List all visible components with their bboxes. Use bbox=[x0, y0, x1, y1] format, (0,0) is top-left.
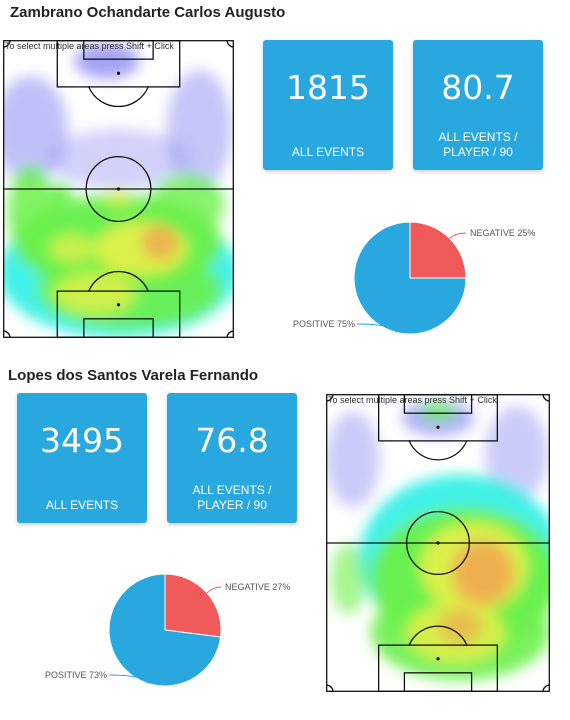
heat-blob bbox=[49, 183, 73, 207]
bottom-goal-area bbox=[83, 318, 154, 338]
events-per90-value: 76.8 bbox=[195, 421, 269, 460]
all-events-value: 1815 bbox=[286, 68, 370, 107]
selection-hint: To select multiple areas press Shift + C… bbox=[328, 395, 497, 405]
corner-arc bbox=[3, 330, 11, 338]
top-goal-area bbox=[83, 40, 154, 60]
pie-slice-negative bbox=[164, 573, 222, 638]
heatmap-pitch[interactable]: To select multiple areas press Shift + C… bbox=[3, 40, 234, 338]
center-spot bbox=[436, 541, 440, 545]
bottom-penalty-spot bbox=[116, 303, 121, 307]
top-goal-area bbox=[403, 394, 473, 414]
top-penalty-spot bbox=[436, 425, 440, 429]
corner-arc bbox=[326, 684, 334, 692]
top-penalty-spot bbox=[116, 71, 121, 75]
heat-blob bbox=[104, 189, 133, 207]
all-events-tile: 1815 ALL EVENTS bbox=[263, 40, 393, 170]
pie-slice-negative bbox=[409, 221, 467, 279]
player-name: Zambrano Ochandarte Carlos Augusto bbox=[10, 4, 286, 21]
heat-blob bbox=[451, 540, 515, 606]
heat-blob bbox=[141, 224, 179, 261]
pie-label-positive: POSITIVE 75% bbox=[293, 319, 355, 329]
top-penalty-arc bbox=[408, 439, 468, 461]
events-per90-label-line2: PLAYER / 90 bbox=[197, 498, 267, 512]
events-per90-tile: 76.8 ALL EVENTS / PLAYER / 90 bbox=[167, 393, 297, 523]
heat-blob bbox=[326, 411, 380, 508]
corner-arc bbox=[226, 330, 234, 338]
outcome-pie-chart: NEGATIVE 27% POSITIVE 73% bbox=[35, 568, 305, 693]
events-per90-label: ALL EVENTS / PLAYER / 90 bbox=[413, 130, 543, 160]
events-per90-label-line1: ALL EVENTS / bbox=[192, 483, 272, 497]
heatmap-layer bbox=[3, 42, 234, 338]
pie-slice-positive bbox=[353, 221, 467, 335]
heat-blob bbox=[74, 42, 140, 79]
bottom-goal-area bbox=[403, 672, 473, 692]
outcome-pie-svg: NEGATIVE 27% POSITIVE 73% bbox=[45, 573, 290, 687]
heat-blob bbox=[485, 405, 548, 502]
all-events-label: ALL EVENTS bbox=[291, 145, 365, 159]
bottom-penalty-arc bbox=[408, 625, 468, 647]
pie-connector-negative bbox=[449, 232, 467, 239]
corner-arc bbox=[226, 40, 234, 48]
heat-blob bbox=[49, 233, 96, 264]
center-circle bbox=[405, 510, 471, 576]
events-per90-value: 80.7 bbox=[441, 68, 515, 107]
bottom-penalty-arc bbox=[87, 270, 150, 293]
center-spot bbox=[116, 187, 121, 191]
events-per90-label: ALL EVENTS / PLAYER / 90 bbox=[167, 483, 297, 513]
all-events-label: ALL EVENTS bbox=[45, 498, 119, 512]
heat-blob bbox=[330, 543, 367, 615]
pie-slice-positive bbox=[108, 573, 222, 687]
events-per90-tile: 80.7 ALL EVENTS / PLAYER / 90 bbox=[413, 40, 543, 170]
all-events-tile: 3495 ALL EVENTS bbox=[17, 393, 147, 523]
pie-label-negative: NEGATIVE 25% bbox=[470, 228, 535, 238]
heat-blob bbox=[420, 402, 456, 421]
pie-connector-negative bbox=[206, 586, 222, 594]
heat-blob bbox=[53, 272, 137, 315]
events-per90-label-line1: ALL EVENTS / bbox=[438, 130, 518, 144]
pie-label-negative: NEGATIVE 27% bbox=[225, 582, 290, 592]
top-penalty-arc bbox=[87, 85, 150, 108]
events-per90-label-line2: PLAYER / 90 bbox=[443, 145, 513, 159]
selection-hint: To select multiple areas press Shift + C… bbox=[5, 41, 174, 51]
corner-arc bbox=[542, 394, 550, 402]
heat-blob bbox=[7, 165, 54, 261]
player-name: Lopes dos Santos Varela Fernando bbox=[8, 367, 259, 384]
all-events-value: 3495 bbox=[40, 421, 124, 460]
center-circle bbox=[85, 156, 152, 222]
outcome-pie-chart: NEGATIVE 25% POSITIVE 75% bbox=[280, 215, 550, 340]
corner-arc bbox=[326, 394, 334, 402]
heat-blob bbox=[49, 129, 188, 189]
pie-connector-positive bbox=[356, 323, 398, 333]
heatmap-pitch-svg[interactable] bbox=[3, 40, 234, 338]
outcome-pie-svg: NEGATIVE 25% POSITIVE 75% bbox=[293, 221, 535, 335]
corner-arc bbox=[542, 684, 550, 692]
pie-connector-positive bbox=[108, 674, 149, 684]
bottom-penalty-spot bbox=[436, 657, 440, 661]
heatmap-pitch-svg[interactable] bbox=[326, 394, 550, 692]
heat-blob bbox=[438, 608, 483, 645]
heatmap-pitch[interactable]: To select multiple areas press Shift + C… bbox=[326, 394, 550, 692]
corner-arc bbox=[3, 40, 11, 48]
pie-label-positive: POSITIVE 73% bbox=[45, 670, 107, 680]
